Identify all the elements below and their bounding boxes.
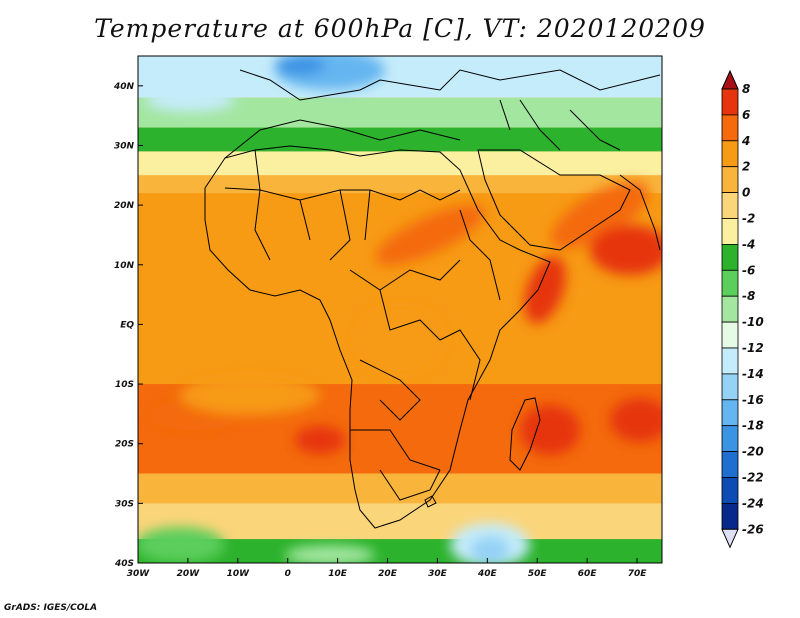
lon-tick-label: 30E — [428, 569, 448, 579]
colorbar-swatch — [721, 243, 739, 271]
lon-tick-label: 10W — [227, 569, 251, 579]
madagascar-outline — [509, 397, 541, 471]
plot-frame — [137, 55, 663, 564]
lat-tick-label: 40N — [113, 82, 135, 92]
warm-patch-mid-atlantic — [180, 375, 320, 415]
colorbar-label: -18 — [742, 419, 764, 433]
colorbar-label: -20 — [742, 445, 764, 459]
temperature-band-8 — [138, 503, 662, 540]
warm-patch-east-indian — [610, 398, 662, 442]
grads-credit: GrADS: IGES/COLA — [4, 603, 98, 613]
warm-patch-india-sea — [590, 225, 662, 275]
colorbar-swatch — [721, 166, 739, 193]
colorbar-top-arrow — [721, 69, 739, 90]
colorbar-label: 2 — [742, 160, 750, 174]
border-middle-east — [499, 99, 621, 151]
lat-tick-label: 20S — [115, 440, 134, 450]
colorbar-label: -22 — [742, 471, 764, 485]
lon-tick-label: 70E — [628, 569, 648, 579]
colorbar-label: 6 — [742, 108, 750, 122]
warm-patch-sahel — [375, 204, 485, 266]
africa-outline — [204, 145, 551, 529]
lat-tick-label: 10S — [115, 380, 134, 390]
lat-tick-label: 20N — [114, 201, 135, 211]
lon-tick-label: 60E — [578, 569, 598, 579]
colorbar-label: -26 — [742, 522, 764, 536]
lon-tick-label: 20W — [177, 569, 201, 579]
lat-tick-label: 40S — [114, 559, 134, 569]
europe-coast — [239, 69, 661, 101]
colorbar-label: -16 — [742, 393, 764, 407]
lat-tick-label: 30S — [115, 499, 134, 509]
latitude-bands — [138, 56, 662, 563]
colorbar-swatch — [721, 347, 739, 375]
warm-patch-angola-sea — [295, 426, 345, 454]
cold-patch-atlantic — [145, 88, 235, 112]
lesotho — [424, 495, 437, 508]
colorbar-swatch — [721, 269, 739, 297]
arabia-outline — [477, 149, 631, 251]
colorbar-label: -6 — [742, 263, 755, 277]
colorbar-swatch — [721, 218, 739, 245]
lon-tick-label: 50E — [528, 569, 548, 579]
temperature-blobs — [138, 56, 662, 563]
border-west-africa — [224, 187, 371, 261]
colorbar-swatch — [721, 140, 739, 168]
temperature-band-9 — [138, 539, 662, 563]
lon-tick-label: 20E — [378, 569, 398, 579]
colorbar-swatch — [721, 502, 739, 530]
warm-patch-indian-ocean — [520, 405, 580, 455]
colorbar-swatch — [721, 399, 739, 427]
colorbar-label: 0 — [742, 186, 750, 200]
colorbar-swatch — [721, 477, 739, 504]
colorbar-label: -12 — [742, 341, 764, 355]
temperature-band-7 — [138, 473, 662, 504]
lat-tick-label: 30N — [114, 141, 135, 151]
temperature-band-2 — [138, 127, 662, 152]
colorbar-label: -10 — [742, 315, 764, 329]
lon-tick-label: 40E — [477, 569, 498, 579]
cold-patch-north — [275, 56, 325, 75]
colorbar-label: -8 — [742, 289, 755, 303]
coastlines — [204, 69, 661, 529]
border-east — [439, 209, 501, 401]
temperature-band-4 — [138, 175, 662, 194]
chart-title: Temperature at 600hPa [C], VT: 202012020… — [94, 14, 706, 43]
colorbar-swatch — [721, 88, 739, 116]
colorbar-swatch — [721, 451, 739, 478]
lon-tick-label: 0 — [285, 569, 291, 579]
latitude-ticks: 40N 30N 20N 10N EQ 10S 20S 30S 40S — [113, 82, 143, 569]
colorbar-label: -24 — [742, 496, 764, 510]
lon-tick-label: 30W — [127, 569, 151, 579]
warm-patch-horn — [524, 256, 566, 324]
colorbar-swatch — [721, 295, 739, 323]
colorbar-label: -4 — [742, 237, 755, 251]
colorbar-swatch — [721, 373, 739, 401]
india-coast — [619, 174, 661, 251]
lat-tick-label: EQ — [120, 320, 134, 330]
temperature-field — [138, 56, 662, 563]
lon-tick-label: 10E — [328, 569, 348, 579]
colorbar-label: 8 — [742, 82, 750, 96]
green-patch-south — [285, 545, 375, 563]
colorbar-swatch — [721, 114, 739, 142]
temperature-band-3 — [138, 151, 662, 176]
colorbar-label: -14 — [742, 367, 764, 381]
mediterranean-south-coast — [224, 119, 461, 159]
colorbar-label: 4 — [741, 134, 750, 148]
colorbar-bottom-arrow — [721, 528, 739, 549]
cold-patch-southern-core — [470, 536, 510, 563]
longitude-ticks: 30W 20W 10W 0 10E 20E 30E 40E 50E 60E 70E — [127, 558, 647, 579]
colorbar-swatch — [721, 321, 739, 349]
warm-patch-arabia — [551, 181, 649, 249]
border-south — [350, 429, 441, 501]
colorbar-swatch — [721, 425, 739, 453]
green-patch-southwest — [138, 527, 225, 563]
lat-tick-label: 10N — [114, 261, 135, 271]
colorbar-label: -2 — [742, 212, 755, 226]
colorbar-swatch — [721, 192, 739, 219]
colorbar: 8 6 4 2 0 -2 -4 -6 -8 -10 -12 -14 -16 -18 -20 -22 -24 -26 — [721, 69, 764, 549]
border-central — [349, 259, 461, 421]
